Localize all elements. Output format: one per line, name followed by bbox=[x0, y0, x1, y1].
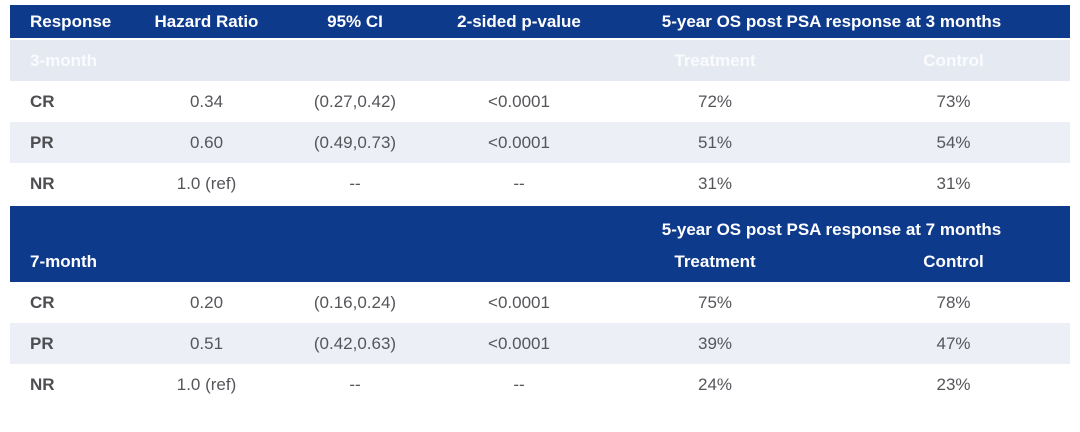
table-row-3m-pr: PR 0.60 (0.49,0.73) <0.0001 51% 54% bbox=[10, 122, 1070, 163]
p-value: <0.0001 bbox=[445, 122, 593, 163]
section-7-month-body: CR 0.20 (0.16,0.24) <0.0001 75% 78% PR 0… bbox=[10, 282, 1070, 405]
response-label: CR bbox=[10, 81, 148, 122]
table-row-7m-pr: PR 0.51 (0.42,0.63) <0.0001 39% 47% bbox=[10, 323, 1070, 364]
column-header-os-3-months: 5-year OS post PSA response at 3 months bbox=[593, 5, 1070, 40]
section-header-7-month: 7-month Treatment Control bbox=[10, 242, 1070, 282]
control-os-value: 78% bbox=[837, 282, 1070, 323]
column-header-hazard-ratio: Hazard Ratio bbox=[148, 5, 265, 40]
p-value: <0.0001 bbox=[445, 282, 593, 323]
section-7-month-header: 5-year OS post PSA response at 7 months … bbox=[10, 204, 1070, 282]
response-label: NR bbox=[10, 364, 148, 405]
table-row-3m-nr: NR 1.0 (ref) -- -- 31% 31% bbox=[10, 163, 1070, 204]
table-row-7m-nr: NR 1.0 (ref) -- -- 24% 23% bbox=[10, 364, 1070, 405]
response-label: PR bbox=[10, 323, 148, 364]
response-label: NR bbox=[10, 163, 148, 204]
treatment-os-value: 75% bbox=[593, 282, 837, 323]
arm-header-treatment: Treatment bbox=[593, 242, 837, 282]
p-value: -- bbox=[445, 163, 593, 204]
arm-header-control: Control bbox=[837, 242, 1070, 282]
hazard-ratio-value: 1.0 (ref) bbox=[148, 163, 265, 204]
table-row-7m-cr: CR 0.20 (0.16,0.24) <0.0001 75% 78% bbox=[10, 282, 1070, 323]
arm-header-treatment: Treatment bbox=[593, 40, 837, 81]
treatment-os-value: 51% bbox=[593, 122, 837, 163]
section-3-month-body: CR 0.34 (0.27,0.42) <0.0001 72% 73% PR 0… bbox=[10, 81, 1070, 204]
hazard-ratio-value: 0.51 bbox=[148, 323, 265, 364]
section-header-3-month: 3-month Treatment Control bbox=[10, 40, 1070, 81]
column-header-95-ci: 95% CI bbox=[265, 5, 445, 40]
section-label-7-month: 7-month bbox=[10, 242, 148, 282]
os-7-month-header-row: 5-year OS post PSA response at 7 months bbox=[10, 204, 1070, 242]
treatment-os-value: 24% bbox=[593, 364, 837, 405]
hazard-ratio-value: 0.60 bbox=[148, 122, 265, 163]
main-header-row: Response Hazard Ratio 95% CI 2-sided p-v… bbox=[10, 5, 1070, 40]
ci-value: (0.27,0.42) bbox=[265, 81, 445, 122]
treatment-os-value: 31% bbox=[593, 163, 837, 204]
control-os-value: 73% bbox=[837, 81, 1070, 122]
hazard-ratio-value: 0.34 bbox=[148, 81, 265, 122]
arm-header-control: Control bbox=[837, 40, 1070, 81]
ci-value: (0.16,0.24) bbox=[265, 282, 445, 323]
control-os-value: 47% bbox=[837, 323, 1070, 364]
section-label-3-month: 3-month bbox=[10, 40, 148, 81]
treatment-os-value: 39% bbox=[593, 323, 837, 364]
control-os-value: 31% bbox=[837, 163, 1070, 204]
column-header-response: Response bbox=[10, 5, 148, 40]
ci-value: (0.42,0.63) bbox=[265, 323, 445, 364]
p-value: -- bbox=[445, 364, 593, 405]
response-label: PR bbox=[10, 122, 148, 163]
p-value: <0.0001 bbox=[445, 323, 593, 364]
ci-value: (0.49,0.73) bbox=[265, 122, 445, 163]
hazard-ratio-value: 0.20 bbox=[148, 282, 265, 323]
p-value: <0.0001 bbox=[445, 81, 593, 122]
table-row-3m-cr: CR 0.34 (0.27,0.42) <0.0001 72% 73% bbox=[10, 81, 1070, 122]
psa-response-results-table: Response Hazard Ratio 95% CI 2-sided p-v… bbox=[10, 5, 1070, 405]
column-header-p-value: 2-sided p-value bbox=[445, 5, 593, 40]
column-header-os-7-months: 5-year OS post PSA response at 7 months bbox=[593, 204, 1070, 242]
treatment-os-value: 72% bbox=[593, 81, 837, 122]
ci-value: -- bbox=[265, 163, 445, 204]
control-os-value: 23% bbox=[837, 364, 1070, 405]
hazard-ratio-value: 1.0 (ref) bbox=[148, 364, 265, 405]
control-os-value: 54% bbox=[837, 122, 1070, 163]
response-label: CR bbox=[10, 282, 148, 323]
ci-value: -- bbox=[265, 364, 445, 405]
